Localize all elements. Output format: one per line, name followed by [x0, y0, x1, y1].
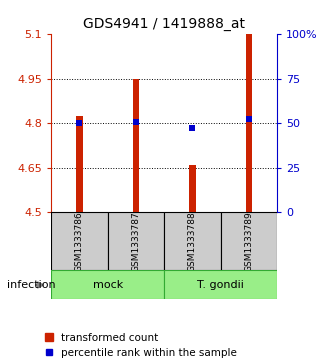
Bar — [76, 116, 83, 212]
Bar — [246, 34, 252, 212]
Legend: transformed count, percentile rank within the sample: transformed count, percentile rank withi… — [45, 333, 237, 358]
Text: mock: mock — [92, 280, 123, 290]
Bar — [51, 212, 108, 270]
Text: T. gondii: T. gondii — [197, 280, 244, 290]
Bar — [164, 212, 221, 270]
Bar — [108, 212, 164, 270]
Title: GDS4941 / 1419888_at: GDS4941 / 1419888_at — [83, 17, 245, 31]
Text: GSM1333787: GSM1333787 — [131, 211, 141, 272]
Bar — [189, 165, 196, 212]
Text: GSM1333788: GSM1333788 — [188, 211, 197, 272]
Text: GSM1333786: GSM1333786 — [75, 211, 84, 272]
Bar — [133, 79, 139, 212]
Bar — [221, 212, 277, 270]
Text: infection: infection — [7, 280, 55, 290]
Bar — [164, 270, 277, 299]
Text: GSM1333789: GSM1333789 — [245, 211, 253, 272]
Bar — [51, 270, 164, 299]
